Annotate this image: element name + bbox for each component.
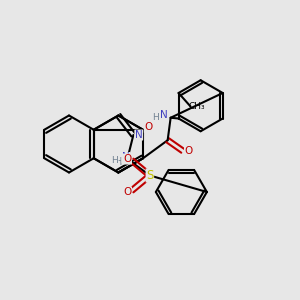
- Text: S: S: [146, 169, 154, 182]
- Text: CH₃: CH₃: [188, 102, 205, 111]
- Text: O: O: [184, 146, 193, 156]
- Text: O: O: [123, 154, 131, 164]
- Text: N: N: [122, 152, 130, 163]
- Text: H: H: [115, 157, 123, 167]
- Text: H: H: [152, 113, 158, 122]
- Text: N: N: [160, 110, 168, 120]
- Text: N: N: [135, 130, 142, 140]
- Text: O: O: [144, 122, 153, 132]
- Text: H: H: [111, 156, 118, 165]
- Text: O: O: [123, 187, 131, 197]
